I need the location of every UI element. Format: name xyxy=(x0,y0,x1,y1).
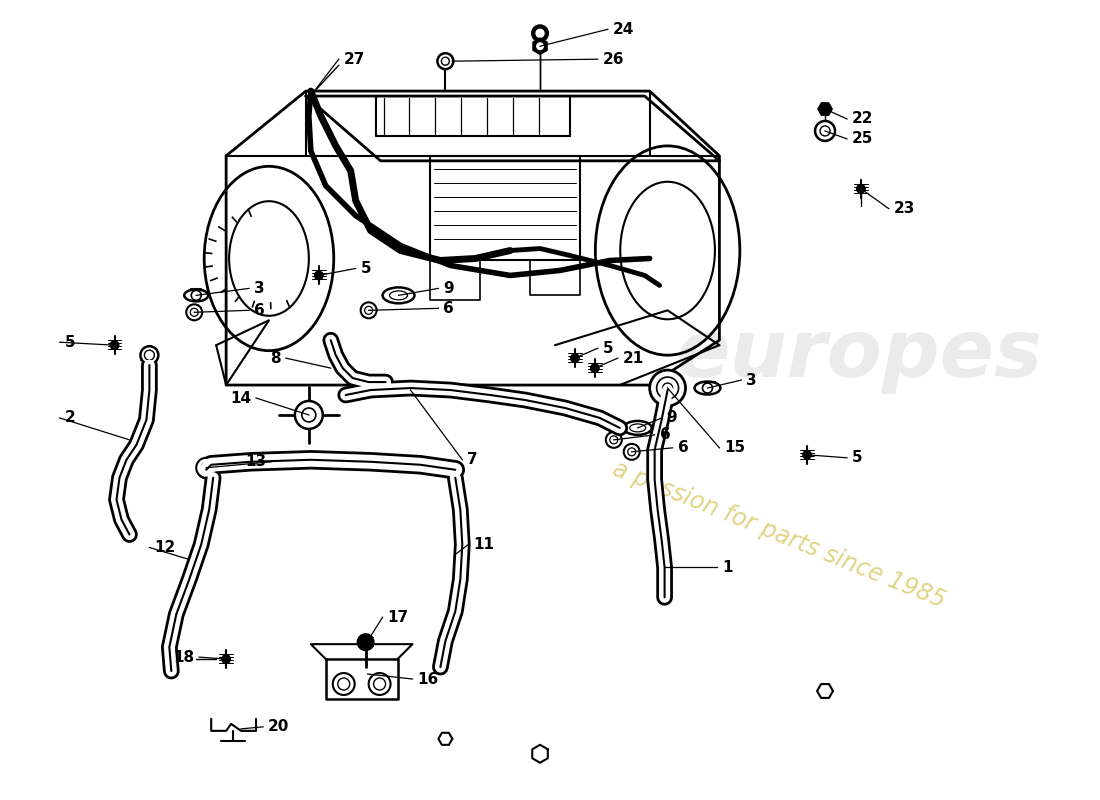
Text: 11: 11 xyxy=(473,537,494,552)
Text: 22: 22 xyxy=(851,111,873,126)
Text: 3: 3 xyxy=(254,281,265,296)
Circle shape xyxy=(536,30,544,38)
Text: 5: 5 xyxy=(361,261,372,276)
Text: 16: 16 xyxy=(418,671,439,686)
Text: 13: 13 xyxy=(245,454,266,470)
Circle shape xyxy=(815,121,835,141)
Circle shape xyxy=(358,634,374,650)
Circle shape xyxy=(221,654,231,664)
Text: 18: 18 xyxy=(173,650,195,665)
Circle shape xyxy=(650,370,685,406)
Circle shape xyxy=(295,401,322,429)
Circle shape xyxy=(314,270,323,281)
Text: 14: 14 xyxy=(230,390,251,406)
Circle shape xyxy=(657,377,679,399)
Text: 7: 7 xyxy=(468,452,477,467)
Text: 9: 9 xyxy=(667,410,678,426)
Text: europes: europes xyxy=(675,316,1043,394)
Circle shape xyxy=(590,363,600,373)
Text: 9: 9 xyxy=(443,281,454,296)
Text: 12: 12 xyxy=(154,540,176,555)
Polygon shape xyxy=(817,102,833,116)
Text: 27: 27 xyxy=(343,52,365,66)
Text: 3: 3 xyxy=(746,373,757,387)
Circle shape xyxy=(439,54,452,68)
Circle shape xyxy=(110,340,120,350)
Circle shape xyxy=(570,353,580,363)
Text: a passion for parts since 1985: a passion for parts since 1985 xyxy=(609,457,949,613)
Circle shape xyxy=(141,346,158,364)
Text: 21: 21 xyxy=(623,350,643,366)
Circle shape xyxy=(532,26,548,42)
Text: 6: 6 xyxy=(254,303,265,318)
Circle shape xyxy=(438,54,453,69)
Polygon shape xyxy=(532,38,548,55)
Text: 26: 26 xyxy=(603,52,625,66)
Circle shape xyxy=(441,57,450,65)
Text: 23: 23 xyxy=(894,201,915,216)
Circle shape xyxy=(333,673,354,695)
Text: 5: 5 xyxy=(65,334,75,350)
Text: 2: 2 xyxy=(65,410,76,426)
Circle shape xyxy=(856,184,866,194)
Circle shape xyxy=(196,458,217,478)
Text: 6: 6 xyxy=(660,427,670,442)
Circle shape xyxy=(802,450,812,460)
Text: 8: 8 xyxy=(271,350,281,366)
Text: 6: 6 xyxy=(678,440,689,455)
Text: 25: 25 xyxy=(851,131,873,146)
Circle shape xyxy=(368,673,390,695)
Circle shape xyxy=(536,42,544,50)
Text: 15: 15 xyxy=(725,440,746,455)
Text: 1: 1 xyxy=(723,560,733,575)
Text: 17: 17 xyxy=(387,610,409,625)
Text: 5: 5 xyxy=(603,341,614,356)
Text: 6: 6 xyxy=(443,301,454,316)
Text: 20: 20 xyxy=(268,719,289,734)
Text: 24: 24 xyxy=(613,22,635,37)
Text: 5: 5 xyxy=(851,450,862,466)
